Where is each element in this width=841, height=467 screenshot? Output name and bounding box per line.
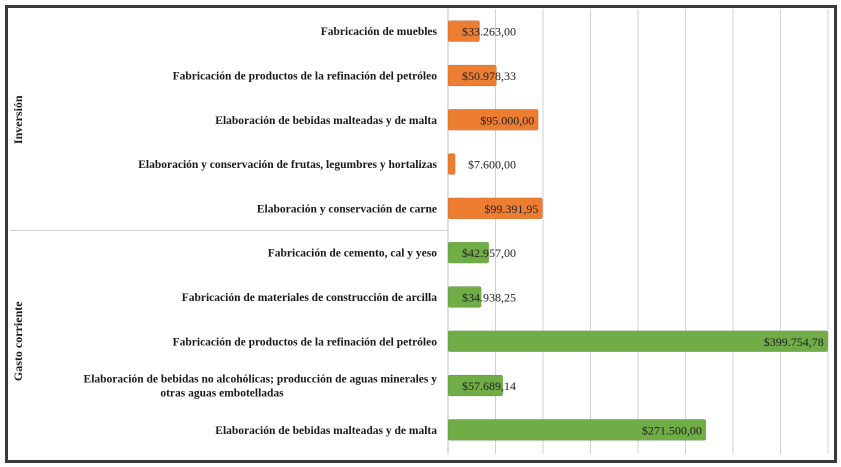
data-label: $33.263,00 [462, 25, 516, 39]
category-label: Elaboración y conservación de carne [257, 203, 437, 215]
chart-frame [5, 5, 837, 463]
category-label: Fabricación de productos de la refinació… [173, 70, 438, 82]
category-label: Fabricación de productos de la refinació… [173, 336, 438, 348]
bar [447, 108, 539, 131]
category-label: Elaboración de bebidas no alcohólicas; p… [84, 374, 438, 386]
data-label: $7.600,00 [468, 158, 516, 172]
category-label: Elaboración y conservación de frutas, le… [138, 159, 437, 171]
data-label: $34.938,25 [462, 290, 516, 304]
data-label: $99.391,95 [484, 202, 538, 216]
data-label: $50.978,33 [462, 69, 516, 83]
data-label: $95.000,00 [480, 113, 534, 127]
category-label: Elaboración de bebidas malteadas y de ma… [215, 115, 437, 127]
bar [447, 419, 707, 441]
bar [447, 197, 543, 220]
group-label: Inversión [11, 95, 25, 144]
bar [447, 153, 456, 175]
data-label: $399.754,78 [764, 335, 824, 349]
category-label: Fabricación de muebles [321, 26, 438, 38]
category-label: otras aguas embotelladas [160, 388, 284, 400]
group-label: Gasto corriente [11, 301, 25, 381]
category-label: Fabricación de cemento, cal y yeso [268, 248, 438, 260]
category-label: Elaboración de bebidas malteadas y de ma… [215, 425, 437, 437]
data-label: $271.500,00 [642, 423, 702, 437]
bar [447, 20, 480, 42]
category-label: Fabricación de materiales de construcció… [182, 292, 438, 304]
bar [447, 286, 482, 308]
data-label: $42.957,00 [462, 246, 516, 260]
bar [447, 241, 490, 264]
bar [447, 330, 829, 353]
bar [447, 64, 497, 87]
bar [447, 374, 504, 397]
data-label: $57.689,14 [462, 379, 516, 393]
